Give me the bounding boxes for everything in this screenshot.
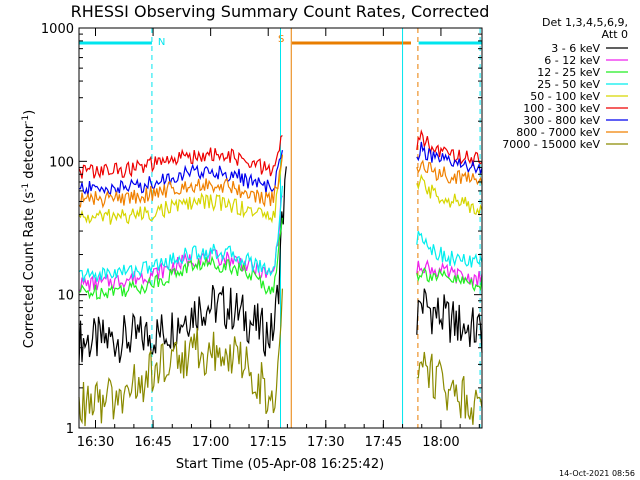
series-6 — [78, 129, 483, 179]
series-line-8 — [78, 154, 283, 209]
legend-label: 25 - 50 keV — [537, 78, 600, 91]
series-line-4 — [416, 230, 483, 268]
series-line-5 — [78, 154, 283, 225]
series-line-7 — [79, 149, 283, 197]
legend-label: 7000 - 15000 keV — [502, 138, 600, 151]
y-tick-label: 100 — [49, 155, 74, 170]
series-1 — [78, 166, 483, 365]
series-line-6 — [416, 129, 483, 167]
x-tick-label: 17:30 — [307, 435, 344, 450]
series-line-3 — [78, 217, 283, 301]
series-line-9 — [78, 288, 283, 427]
series-8 — [78, 154, 483, 209]
series-line-3 — [416, 267, 483, 292]
series-3 — [78, 217, 483, 301]
legend-label: 3 - 6 keV — [551, 42, 600, 55]
legend-label: 12 - 25 keV — [537, 66, 600, 79]
y-tick-label: 10 — [57, 289, 74, 304]
series-2 — [78, 195, 483, 292]
legend-label: 6 - 12 keV — [544, 54, 600, 67]
x-tick-label: 16:30 — [77, 435, 114, 450]
x-tick-label: 17:00 — [192, 435, 229, 450]
series-line-6 — [78, 135, 283, 179]
x-axis-label: Start Time (05-Apr-08 16:25:42) — [176, 457, 384, 472]
chart-title: RHESSI Observing Summary Count Rates, Co… — [71, 2, 490, 21]
x-tick-label: 17:15 — [249, 435, 286, 450]
marker-label-n: N — [158, 37, 165, 48]
marker-label-s: S — [278, 34, 284, 45]
plot-frame — [78, 27, 483, 429]
series-4 — [78, 185, 483, 282]
y-tick-label: 1 — [66, 422, 74, 437]
legend-label: 50 - 100 keV — [530, 90, 600, 103]
series-line-5 — [416, 173, 483, 217]
x-tick-label: 17:45 — [365, 435, 402, 450]
x-tick-label: 16:45 — [134, 435, 171, 450]
legend-label: 100 - 300 keV — [523, 102, 600, 115]
timestamp: 14-Oct-2021 08:56 — [559, 469, 635, 478]
series-7 — [79, 141, 483, 197]
series-line-1 — [416, 288, 483, 353]
series-line-4 — [78, 185, 283, 282]
series-5 — [78, 154, 483, 225]
series-line-2 — [78, 195, 283, 292]
legend-label: 300 - 800 keV — [523, 114, 600, 127]
series-9 — [78, 288, 483, 427]
legend-label: 800 - 7000 keV — [516, 126, 600, 139]
legend-header: Det 1,3,4,5,6,9, — [542, 16, 628, 29]
series-line-9 — [416, 351, 483, 425]
series-line-8 — [416, 159, 483, 186]
legend-header: Att 0 — [602, 28, 628, 41]
series-line-2 — [416, 259, 483, 287]
y-axis-label: Corrected Count Rate (s-1 detector-1) — [21, 110, 37, 348]
y-tick-label: 1000 — [41, 22, 74, 37]
series-line-7 — [416, 141, 483, 174]
series-line-1 — [78, 166, 287, 365]
x-tick-label: 18:00 — [422, 435, 459, 450]
